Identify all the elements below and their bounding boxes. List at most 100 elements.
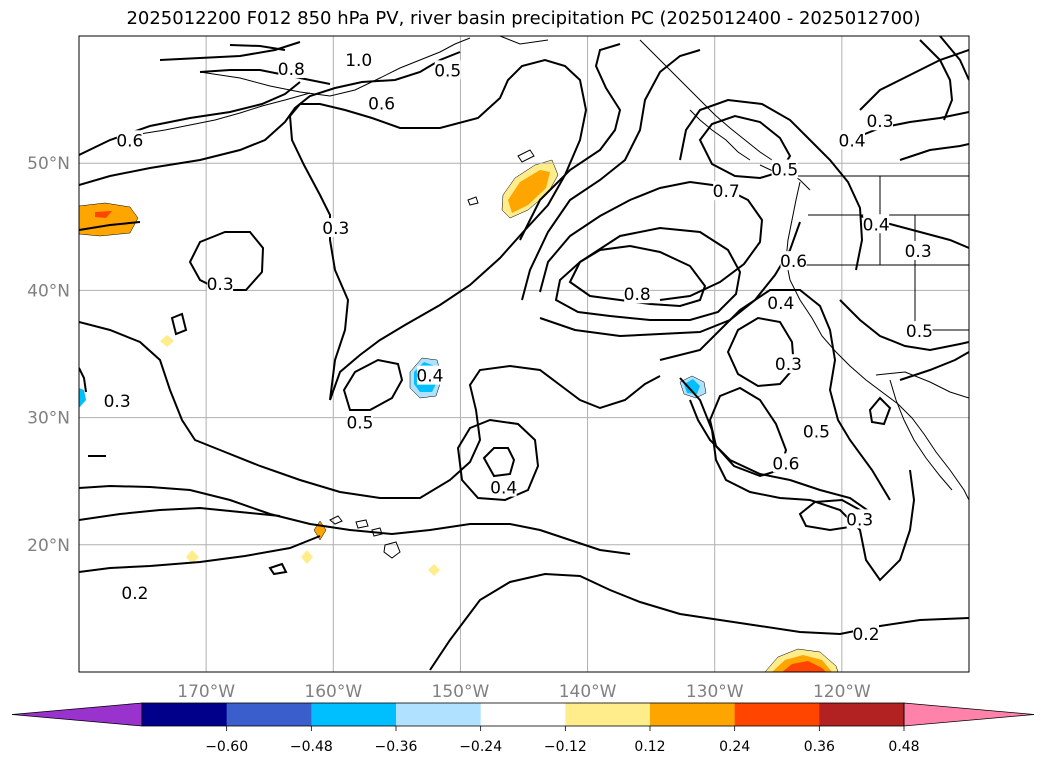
- contour-label-bg: [368, 93, 395, 113]
- contour-label: 0.4: [490, 479, 517, 499]
- contour-label: 0.6: [368, 94, 395, 114]
- contour-label-bg: [767, 293, 794, 313]
- colorbar-tick-label: −0.24: [459, 739, 502, 755]
- contour-loop-sub-3: [482, 447, 516, 478]
- contour-nw-bc-loop-2: [679, 98, 864, 271]
- contour-label-bg: [713, 181, 740, 201]
- coastlines: [139, 36, 969, 559]
- contour-label-bg: [121, 583, 148, 603]
- colorbar-segment: [819, 703, 905, 726]
- coast-aleutians: [139, 92, 311, 135]
- contour-north-2: [79, 51, 461, 186]
- lat-tick-label: 30°N: [27, 409, 70, 429]
- contour-ne-4: [919, 39, 954, 121]
- contour-label-bg: [839, 130, 866, 150]
- contour-label-bg: [771, 159, 798, 179]
- contour-label: 0.3: [207, 275, 234, 295]
- colorbar-segment: [565, 703, 651, 726]
- shade-small-5: [428, 564, 440, 576]
- contour-inland-2: [839, 299, 969, 352]
- contour-label: 0.5: [906, 322, 933, 342]
- lat-tick-label: 50°N: [27, 154, 70, 174]
- contour-label: 0.6: [116, 131, 143, 151]
- latitude-labels: 20°N 30°N 40°N 50°N: [27, 154, 70, 556]
- contour-small-2: [268, 562, 288, 576]
- contour-north-1: [79, 81, 301, 156]
- contour-ne-1: [859, 49, 969, 111]
- colorbar-tick-label: −0.12: [544, 739, 587, 755]
- contour-label-bg: [322, 218, 349, 238]
- border-states-1: [790, 176, 969, 331]
- colorbar-segment: [396, 703, 482, 726]
- contour-label-bg: [116, 130, 143, 150]
- contour-label: 0.4: [416, 367, 443, 387]
- coast-alaska: [199, 36, 549, 97]
- contour-ne-2: [849, 111, 969, 141]
- shade-small-3: [186, 550, 199, 564]
- contour-label: 0.4: [839, 131, 866, 151]
- contour-label-bg: [278, 59, 305, 79]
- contour-label-bg: [104, 391, 131, 411]
- colorbar: −0.60 −0.48 −0.36 −0.24 −0.12 0.12 0.24 0.36 0.4…: [11, 702, 1035, 755]
- contour-east-3: [521, 49, 701, 301]
- contour-center-1: [79, 484, 631, 555]
- contour-coast-1: [659, 289, 891, 501]
- contour-label-bg: [207, 274, 234, 294]
- colorbar-outline: [141, 702, 905, 727]
- colorbar-extend-low: [11, 702, 143, 727]
- contour-east-1: [519, 43, 622, 241]
- contour-label: 0.3: [905, 242, 932, 262]
- contour-label: 0.2: [852, 625, 879, 645]
- colorbar-segment: [650, 703, 736, 726]
- shade-positive-midpacific-core: [508, 170, 550, 213]
- shade-positive-south-inner: [782, 661, 826, 672]
- colorbar-tick-label: 0.12: [634, 739, 665, 755]
- lon-tick-label: 160°W: [304, 682, 362, 702]
- contour-label: 0.8: [624, 285, 651, 305]
- contour-label-bg: [803, 421, 830, 441]
- contour-label: 0.6: [772, 454, 799, 474]
- shade-small-4: [301, 550, 313, 564]
- colorbar-tick-label: 0.24: [719, 739, 750, 755]
- contour-ne-5: [939, 36, 969, 81]
- contour-label: 0.3: [104, 392, 131, 412]
- contour-label: 0.3: [866, 112, 893, 132]
- contour-south-2: [429, 572, 969, 671]
- shade-small-1: [160, 335, 174, 347]
- shade-negative-east-core: [684, 379, 700, 394]
- contour-label-bg: [863, 214, 890, 234]
- contour-label-bg: [624, 284, 651, 304]
- lon-tick-label: 130°W: [686, 682, 744, 702]
- contour-north-3: [199, 69, 331, 85]
- contour-north-4: [159, 41, 301, 61]
- contour-label-bg: [346, 412, 373, 432]
- contour-coast-loop: [726, 316, 796, 388]
- contour-label: 0.6: [780, 252, 807, 272]
- map-frame: [78, 35, 970, 673]
- shade-negative-west-edge: [79, 388, 86, 408]
- colorbar-segment: [734, 703, 820, 726]
- contour-coast-3: [689, 399, 871, 513]
- contour-center-2: [79, 506, 281, 521]
- contour-label: 0.3: [775, 355, 802, 375]
- contour-main-2: [288, 58, 588, 401]
- contour-label: 0.3: [322, 219, 349, 239]
- contour-label-bg: [490, 477, 517, 497]
- lon-tick-label: 150°W: [432, 682, 490, 702]
- contour-coast-loop-2: [708, 386, 788, 478]
- lon-tick-label: 120°W: [813, 682, 871, 702]
- island-hawaii-4: [383, 541, 401, 559]
- contour-label: 0.2: [121, 584, 148, 604]
- contour-loop-sub-2: [456, 418, 540, 502]
- contour-label-bg: [846, 509, 873, 529]
- contour-label-bg: [772, 453, 799, 473]
- contour-label: 0.8: [278, 60, 305, 80]
- pv-contours: [79, 36, 969, 671]
- contour-label-bg: [780, 251, 807, 271]
- contour-label: 0.4: [863, 215, 890, 235]
- border-us-mexico: [875, 371, 969, 399]
- lon-tick-label: 170°W: [177, 682, 235, 702]
- contour-inland-4: [899, 351, 969, 381]
- contour-label: 0.7: [713, 182, 740, 202]
- contour-label-bg: [345, 50, 372, 70]
